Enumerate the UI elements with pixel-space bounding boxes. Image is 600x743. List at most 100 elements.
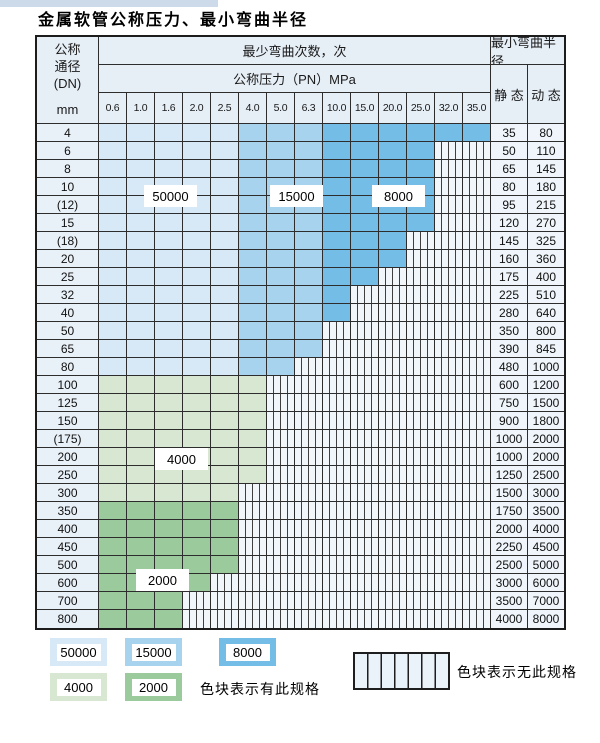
header-pressure-value: 20.0	[379, 93, 407, 124]
spec-cell-none	[407, 466, 435, 484]
spec-cell-none	[267, 556, 295, 574]
dynamic-radius-cell: 110	[528, 142, 564, 160]
spec-cell-50000	[127, 232, 155, 250]
cycle-count-label: 50000	[144, 185, 197, 207]
spec-cell-4000	[211, 448, 239, 466]
header-dynamic: 动 态	[528, 65, 564, 124]
spec-cell-4000	[155, 376, 183, 394]
static-radius-cell: 175	[491, 268, 528, 286]
spec-cell-50000	[127, 340, 155, 358]
static-radius-cell: 480	[491, 358, 528, 376]
header-dn-line: (DN)	[53, 76, 82, 91]
spec-cell-none	[323, 484, 351, 502]
legend-swatch-label: 4000	[56, 678, 101, 696]
dn-cell: 800	[37, 610, 99, 628]
spec-cell-none	[379, 556, 407, 574]
spec-cell-none	[435, 448, 463, 466]
spec-cell-50000	[99, 142, 127, 160]
spec-cell-none	[295, 430, 323, 448]
spec-cell-50000	[155, 214, 183, 232]
spec-cell-2000	[211, 538, 239, 556]
header-pressure-value: 1.6	[155, 93, 183, 124]
spec-cell-none	[295, 394, 323, 412]
spec-cell-none	[407, 574, 435, 592]
spec-cell-none	[379, 358, 407, 376]
spec-cell-none	[323, 502, 351, 520]
spec-cell-4000	[239, 430, 267, 448]
dynamic-radius-cell: 360	[528, 250, 564, 268]
spec-cell-none	[351, 376, 379, 394]
spec-cell-none	[183, 592, 211, 610]
spec-cell-none	[351, 394, 379, 412]
spec-cell-4000	[127, 448, 155, 466]
spec-cell-2000	[127, 502, 155, 520]
spec-cell-none	[323, 520, 351, 538]
spec-cell-none	[435, 520, 463, 538]
spec-cell-none	[407, 484, 435, 502]
spec-cell-8000	[351, 214, 379, 232]
spec-cell-none	[435, 250, 463, 268]
spec-cell-none	[463, 232, 491, 250]
dynamic-radius-cell: 325	[528, 232, 564, 250]
dn-cell: 125	[37, 394, 99, 412]
dn-cell: 250	[37, 466, 99, 484]
static-radius-cell: 2250	[491, 538, 528, 556]
spec-cell-4000	[211, 466, 239, 484]
static-radius-cell: 160	[491, 250, 528, 268]
spec-cell-4000	[211, 376, 239, 394]
spec-cell-none	[407, 322, 435, 340]
spec-cell-8000	[379, 124, 407, 142]
spec-cell-none	[407, 412, 435, 430]
static-radius-cell: 600	[491, 376, 528, 394]
spec-cell-50000	[127, 250, 155, 268]
legend-swatch-label: 15000	[131, 643, 176, 661]
spec-cell-50000	[183, 268, 211, 286]
spec-cell-2000	[155, 610, 183, 628]
dynamic-radius-cell: 2500	[528, 466, 564, 484]
spec-cell-none	[407, 286, 435, 304]
spec-cell-none	[239, 610, 267, 628]
header-pressure-value: 5.0	[267, 93, 295, 124]
dn-cell: 25	[37, 268, 99, 286]
spec-cell-8000	[323, 124, 351, 142]
spec-cell-4000	[99, 394, 127, 412]
spec-cell-15000	[295, 250, 323, 268]
dn-cell: (175)	[37, 430, 99, 448]
spec-cell-15000	[239, 322, 267, 340]
spec-cell-50000	[99, 358, 127, 376]
spec-cell-none	[239, 502, 267, 520]
legend-swatch-label: 8000	[225, 643, 270, 661]
spec-cell-none	[435, 394, 463, 412]
static-radius-cell: 50	[491, 142, 528, 160]
spec-cell-none	[295, 592, 323, 610]
spec-cell-4000	[127, 484, 155, 502]
legend-swatch-50000: 50000	[50, 638, 107, 666]
spec-cell-50000	[155, 340, 183, 358]
static-radius-cell: 95	[491, 196, 528, 214]
cycle-count-label: 15000	[270, 185, 323, 207]
spec-cell-8000	[379, 232, 407, 250]
spec-cell-none	[407, 232, 435, 250]
spec-cell-none	[295, 376, 323, 394]
spec-cell-none	[351, 448, 379, 466]
dynamic-radius-cell: 7000	[528, 592, 564, 610]
spec-cell-4000	[211, 484, 239, 502]
spec-cell-none	[407, 376, 435, 394]
spec-cell-50000	[183, 358, 211, 376]
spec-cell-8000	[379, 250, 407, 268]
spec-cell-none	[351, 484, 379, 502]
spec-cell-none	[435, 610, 463, 628]
spec-cell-none	[435, 304, 463, 322]
static-radius-cell: 145	[491, 232, 528, 250]
spec-cell-4000	[99, 466, 127, 484]
spec-cell-15000	[267, 286, 295, 304]
spec-cell-50000	[127, 358, 155, 376]
dynamic-radius-cell: 1200	[528, 376, 564, 394]
spec-cell-2000	[183, 574, 211, 592]
spec-cell-50000	[99, 286, 127, 304]
spec-cell-4000	[99, 430, 127, 448]
static-radius-cell: 1750	[491, 502, 528, 520]
legend-no-spec-note: 色块表示无此规格	[457, 664, 577, 680]
dn-cell: 80	[37, 358, 99, 376]
spec-cell-2000	[183, 502, 211, 520]
